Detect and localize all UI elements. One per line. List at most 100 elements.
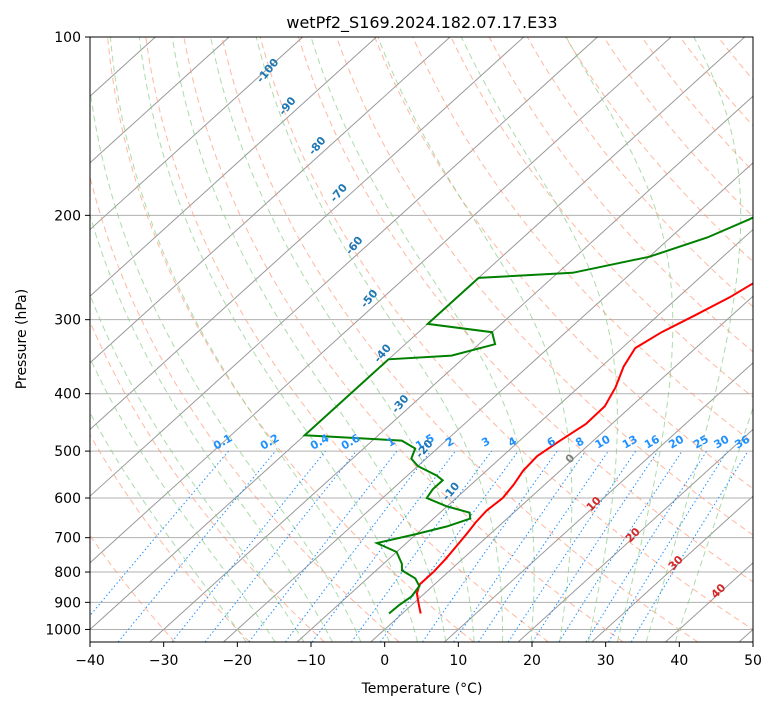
moist-adiabat-line — [90, 411, 247, 642]
isotherm-line — [0, 37, 82, 642]
moist-adiabat-line — [310, 37, 535, 642]
dry-adiabat-line — [336, 37, 753, 536]
mixing-ratio-label: 0.2 — [258, 432, 281, 453]
x-tick-label: 50 — [744, 653, 762, 669]
mixing-ratio-label: 25 — [691, 433, 711, 452]
mixing-ratio-line — [204, 450, 357, 642]
mixing-ratio-line — [311, 450, 456, 642]
y-tick-label: 400 — [54, 387, 81, 403]
dry-adiabat-line — [297, 37, 753, 583]
mixing-ratio-label: 6 — [545, 434, 558, 449]
temperature-line — [415, 282, 753, 614]
isotherm-line — [591, 495, 753, 642]
y-tick-label: 700 — [54, 531, 81, 547]
y-tick-label: 800 — [54, 565, 81, 581]
x-tick-label: 10 — [449, 653, 467, 669]
moist-adiabat-line — [565, 37, 674, 642]
x-tick-label: −10 — [296, 653, 326, 669]
isotherm-line — [738, 628, 753, 642]
dewpoint-line — [302, 216, 753, 615]
y-tick-label: 200 — [54, 208, 81, 224]
dry-adiabat-line — [679, 37, 753, 127]
isotherm-label: 20 — [623, 525, 643, 545]
dry-adiabat-line — [90, 320, 325, 642]
y-tick-label: 900 — [54, 595, 81, 611]
moist-adiabat-label: -40 — [371, 341, 394, 365]
mixing-ratio-line — [477, 450, 609, 642]
dry-adiabat-line — [603, 37, 753, 218]
isotherm-line — [90, 37, 672, 564]
moist-adiabat-label: -80 — [306, 134, 329, 158]
moist-adiabat-label: -50 — [358, 287, 381, 311]
mixing-ratio-line — [422, 450, 558, 642]
x-tick-label: −40 — [75, 653, 105, 669]
isotherm-line — [370, 295, 753, 642]
moist-adiabat-line — [645, 37, 742, 642]
dry-adiabat-line — [412, 37, 753, 444]
chart-title: wetPf2_S169.2024.182.07.17.E33 — [286, 13, 557, 33]
mixing-ratio-label: 2 — [443, 435, 456, 450]
mixing-ratio-line — [585, 450, 708, 642]
mixing-ratio-line — [531, 450, 659, 642]
mixing-ratio-line — [453, 450, 587, 642]
moist-adiabat-line — [171, 37, 447, 642]
y-tick-label: 500 — [54, 444, 81, 460]
y-tick-label: 600 — [54, 491, 81, 507]
isotherm-line — [90, 37, 525, 431]
mixing-ratio-line — [507, 450, 637, 642]
isotherm-line — [665, 562, 753, 642]
moist-adiabat-line — [377, 37, 573, 642]
x-tick-label: 0 — [380, 653, 389, 669]
mixing-ratio-line — [558, 450, 683, 642]
moist-adiabat-line — [90, 86, 362, 642]
dry-adiabat-line — [90, 174, 400, 642]
mixing-ratio-line — [90, 450, 229, 617]
mixing-ratio-line — [284, 450, 432, 642]
isotherm-line — [90, 37, 746, 631]
mixing-ratio-label: 16 — [642, 432, 662, 451]
isotherm-line — [90, 37, 451, 364]
moist-adiabat-label: -30 — [389, 392, 412, 416]
mixing-ratio-label: 8 — [573, 435, 586, 450]
axes: −40 −30 −20 −10 0 10 20 30 40 5010009008007006005… — [45, 30, 762, 669]
x-tick-label: 20 — [523, 653, 541, 669]
isotherm-line — [296, 228, 753, 642]
x-tick-label: −30 — [149, 653, 179, 669]
x-tick-label: 40 — [670, 653, 688, 669]
moist-adiabat-line — [255, 37, 504, 642]
mixing-ratio-label: 10 — [593, 432, 613, 451]
mixing-ratio-line — [117, 450, 276, 642]
moist-adiabat-line — [460, 37, 618, 642]
moist-adiabat-label: -90 — [276, 94, 299, 118]
mixing-ratio-line — [350, 450, 493, 642]
dry-adiabat-line — [259, 37, 753, 630]
mixing-ratio-line — [171, 450, 326, 642]
mixing-ratio-label: 1 — [385, 435, 398, 450]
x-tick-label: −20 — [223, 653, 253, 669]
dry-adiabat-line — [374, 37, 753, 490]
dry-adiabat-line — [90, 534, 176, 642]
mixing-ratio-line — [608, 450, 728, 642]
y-tick-label: 100 — [54, 30, 81, 46]
isotherm-line — [517, 428, 753, 642]
dry-adiabat-line — [756, 37, 775, 642]
mixing-ratio-label: 0.4 — [308, 431, 332, 452]
mixing-ratio-line — [248, 450, 398, 642]
isotherm-label: 10 — [584, 494, 604, 514]
isotherm-label: 40 — [708, 581, 728, 601]
mixing-ratio-label: 13 — [620, 433, 640, 452]
dry-adiabat-line — [145, 37, 549, 642]
moist-adiabat-line — [90, 293, 305, 642]
mixing-ratio-label: 3 — [479, 435, 492, 450]
moist-adiabat-line — [138, 37, 418, 642]
x-axis-label: Temperature (°C) — [361, 681, 483, 697]
mixing-ratio-label: 30 — [712, 432, 732, 451]
moist-adiabat-line — [90, 213, 333, 642]
y-axis-label: Pressure (hPa) — [14, 289, 30, 389]
isotherm-line — [90, 37, 304, 231]
dry-adiabat-line — [565, 37, 753, 263]
mixing-ratio-label: 36 — [732, 432, 752, 451]
mixing-ratio-label: 0.6 — [339, 431, 363, 452]
isotherm-label: 0 — [563, 451, 578, 466]
